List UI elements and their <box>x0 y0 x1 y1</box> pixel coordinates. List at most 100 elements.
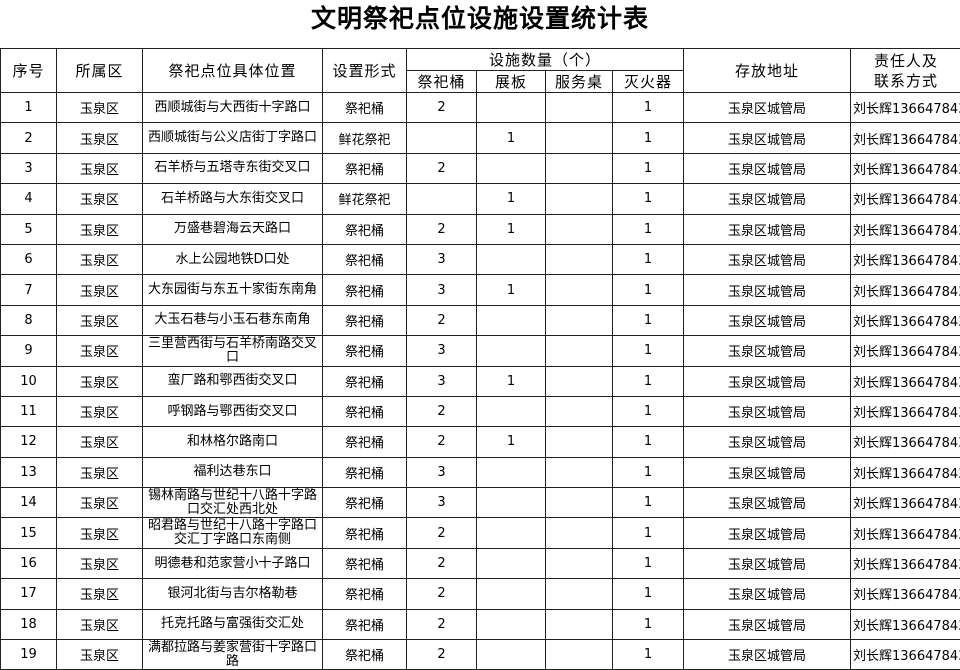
cell-board <box>477 488 546 518</box>
table-row: 17玉泉区银河北街与吉尔格勒巷祭祀桶21玉泉区城管局刘长辉13664784321 <box>1 579 960 609</box>
cell-desk <box>546 609 613 639</box>
cell-board <box>477 640 546 670</box>
cell-desk <box>546 214 613 244</box>
cell-storage: 玉泉区城管局 <box>684 548 851 578</box>
cell-district: 玉泉区 <box>57 214 143 244</box>
cell-board <box>477 609 546 639</box>
cell-person: 刘长辉13664784321 <box>851 427 960 457</box>
cell-desk <box>546 548 613 578</box>
cell-district: 玉泉区 <box>57 518 143 548</box>
cell-ext: 1 <box>613 518 684 548</box>
cell-district: 玉泉区 <box>57 396 143 426</box>
header-extinguisher: 灭火器 <box>613 71 684 93</box>
cell-desk <box>546 153 613 183</box>
cell-seq: 7 <box>1 275 57 305</box>
header-district: 所属区 <box>57 49 143 93</box>
cell-board <box>477 93 546 123</box>
cell-bucket <box>407 184 477 214</box>
cell-person: 刘长辉13664784321 <box>851 548 960 578</box>
header-desk: 服务桌 <box>546 71 613 93</box>
header-person: 责任人及 联系方式 <box>851 49 960 93</box>
cell-form: 祭祀桶 <box>323 457 407 487</box>
cell-ext: 1 <box>613 488 684 518</box>
cell-desk <box>546 244 613 274</box>
cell-person: 刘长辉13664784321 <box>851 123 960 153</box>
cell-location: 西顺城街与大西街十字路口 <box>143 93 323 123</box>
cell-person: 刘长辉13664784321 <box>851 640 960 670</box>
cell-bucket: 2 <box>407 579 477 609</box>
cell-seq: 13 <box>1 457 57 487</box>
table-row: 18玉泉区托克托路与富强街交汇处祭祀桶21玉泉区城管局刘长辉1366478432… <box>1 609 960 639</box>
cell-ext: 1 <box>613 275 684 305</box>
cell-person: 刘长辉13664784321 <box>851 275 960 305</box>
cell-seq: 16 <box>1 548 57 578</box>
cell-seq: 9 <box>1 336 57 366</box>
cell-form: 鲜花祭祀 <box>323 123 407 153</box>
cell-ext: 1 <box>613 457 684 487</box>
header-storage: 存放地址 <box>684 49 851 93</box>
table-row: 4玉泉区石羊桥路与大东街交叉口鲜花祭祀11玉泉区城管局刘长辉1366478432… <box>1 184 960 214</box>
cell-storage: 玉泉区城管局 <box>684 427 851 457</box>
cell-district: 玉泉区 <box>57 366 143 396</box>
cell-ext: 1 <box>613 579 684 609</box>
cell-form: 祭祀桶 <box>323 93 407 123</box>
cell-desk <box>546 275 613 305</box>
cell-desk <box>546 579 613 609</box>
cell-board <box>477 396 546 426</box>
cell-storage: 玉泉区城管局 <box>684 366 851 396</box>
cell-ext: 1 <box>613 640 684 670</box>
cell-seq: 12 <box>1 427 57 457</box>
cell-bucket: 3 <box>407 244 477 274</box>
cell-storage: 玉泉区城管局 <box>684 93 851 123</box>
cell-bucket: 2 <box>407 640 477 670</box>
table-row: 1玉泉区西顺城街与大西街十字路口祭祀桶21玉泉区城管局刘长辉1366478432… <box>1 93 960 123</box>
cell-seq: 19 <box>1 640 57 670</box>
cell-seq: 11 <box>1 396 57 426</box>
cell-form: 祭祀桶 <box>323 153 407 183</box>
cell-storage: 玉泉区城管局 <box>684 640 851 670</box>
cell-district: 玉泉区 <box>57 305 143 335</box>
cell-location: 蛮厂路和鄂西街交叉口 <box>143 366 323 396</box>
header-bucket: 祭祀桶 <box>407 71 477 93</box>
table-row: 16玉泉区明德巷和范家营小十子路口祭祀桶21玉泉区城管局刘长辉136647843… <box>1 548 960 578</box>
cell-ext: 1 <box>613 214 684 244</box>
cell-form: 祭祀桶 <box>323 275 407 305</box>
cell-storage: 玉泉区城管局 <box>684 305 851 335</box>
cell-form: 祭祀桶 <box>323 244 407 274</box>
cell-storage: 玉泉区城管局 <box>684 123 851 153</box>
cell-bucket: 2 <box>407 305 477 335</box>
cell-form: 祭祀桶 <box>323 366 407 396</box>
cell-location: 三里营西街与石羊桥南路交叉口 <box>143 336 323 366</box>
cell-storage: 玉泉区城管局 <box>684 275 851 305</box>
cell-desk <box>546 93 613 123</box>
cell-board <box>477 548 546 578</box>
cell-form: 祭祀桶 <box>323 609 407 639</box>
cell-person: 刘长辉13664784321 <box>851 396 960 426</box>
cell-storage: 玉泉区城管局 <box>684 214 851 244</box>
cell-desk <box>546 396 613 426</box>
cell-person: 刘长辉13664784321 <box>851 244 960 274</box>
header-person-line1: 责任人及 <box>874 52 938 70</box>
cell-seq: 3 <box>1 153 57 183</box>
table-row: 8玉泉区大玉石巷与小玉石巷东南角祭祀桶21玉泉区城管局刘长辉1366478432… <box>1 305 960 335</box>
cell-form: 祭祀桶 <box>323 336 407 366</box>
cell-district: 玉泉区 <box>57 123 143 153</box>
cell-ext: 1 <box>613 336 684 366</box>
cell-location: 托克托路与富强街交汇处 <box>143 609 323 639</box>
cell-district: 玉泉区 <box>57 640 143 670</box>
cell-desk <box>546 366 613 396</box>
cell-board <box>477 579 546 609</box>
cell-ext: 1 <box>613 427 684 457</box>
cell-bucket: 3 <box>407 488 477 518</box>
cell-desk <box>546 123 613 153</box>
cell-bucket: 2 <box>407 548 477 578</box>
table-row: 12玉泉区和林格尔路南口祭祀桶211玉泉区城管局刘长辉13664784321 <box>1 427 960 457</box>
cell-bucket: 3 <box>407 366 477 396</box>
cell-ext: 1 <box>613 548 684 578</box>
cell-bucket: 3 <box>407 336 477 366</box>
cell-seq: 18 <box>1 609 57 639</box>
